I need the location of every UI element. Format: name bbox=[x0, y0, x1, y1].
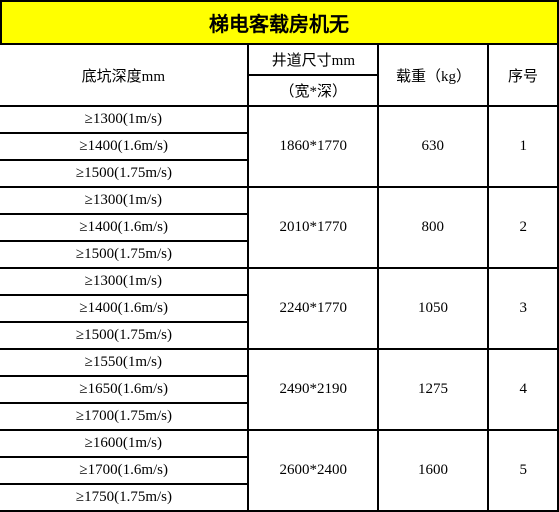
cell-pit: ≥1550(1m/s) bbox=[0, 349, 248, 376]
cell-pit: ≥1300(1m/s) bbox=[0, 268, 248, 295]
cell-shaft: 1860*1770 bbox=[248, 106, 378, 187]
table-body: 1 630 1860*1770 ≥1300(1m/s) ≥1400(1.6m/s… bbox=[0, 106, 558, 511]
cell-pit: ≥1500(1.75m/s) bbox=[0, 241, 248, 268]
cell-shaft: 2600*2400 bbox=[248, 430, 378, 511]
cell-pit: ≥1700(1.6m/s) bbox=[0, 457, 248, 484]
elevator-spec-table: 序号 载重（kg） 井道尺寸mm 底坑深度mm （宽*深） 1 630 1860… bbox=[0, 43, 559, 512]
cell-seq: 4 bbox=[488, 349, 558, 430]
header-pit: 底坑深度mm bbox=[0, 44, 248, 106]
cell-pit: ≥1600(1m/s) bbox=[0, 430, 248, 457]
cell-pit: ≥1400(1.6m/s) bbox=[0, 133, 248, 160]
table-row: 4 1275 2490*2190 ≥1550(1m/s) bbox=[0, 349, 558, 376]
title-text: 无机房载客电梯 bbox=[210, 8, 350, 37]
header-shaft-sub: （宽*深） bbox=[248, 75, 378, 106]
cell-shaft: 2010*1770 bbox=[248, 187, 378, 268]
header-shaft: 井道尺寸mm bbox=[248, 44, 378, 75]
cell-seq: 5 bbox=[488, 430, 558, 511]
cell-shaft: 2490*2190 bbox=[248, 349, 378, 430]
title-bar: 无机房载客电梯 bbox=[0, 0, 559, 43]
cell-load: 630 bbox=[378, 106, 488, 187]
cell-pit: ≥1500(1.75m/s) bbox=[0, 160, 248, 187]
cell-pit: ≥1500(1.75m/s) bbox=[0, 322, 248, 349]
cell-pit: ≥1300(1m/s) bbox=[0, 187, 248, 214]
table-row: 5 1600 2600*2400 ≥1600(1m/s) bbox=[0, 430, 558, 457]
cell-pit: ≥1300(1m/s) bbox=[0, 106, 248, 133]
table-row: 3 1050 2240*1770 ≥1300(1m/s) bbox=[0, 268, 558, 295]
cell-shaft: 2240*1770 bbox=[248, 268, 378, 349]
cell-load: 1050 bbox=[378, 268, 488, 349]
cell-seq: 3 bbox=[488, 268, 558, 349]
table-row: 1 630 1860*1770 ≥1300(1m/s) bbox=[0, 106, 558, 133]
cell-load: 800 bbox=[378, 187, 488, 268]
cell-pit: ≥1400(1.6m/s) bbox=[0, 214, 248, 241]
cell-pit: ≥1650(1.6m/s) bbox=[0, 376, 248, 403]
cell-pit: ≥1750(1.75m/s) bbox=[0, 484, 248, 511]
cell-seq: 2 bbox=[488, 187, 558, 268]
cell-seq: 1 bbox=[488, 106, 558, 187]
cell-load: 1600 bbox=[378, 430, 488, 511]
cell-pit: ≥1700(1.75m/s) bbox=[0, 403, 248, 430]
table-row: 2 800 2010*1770 ≥1300(1m/s) bbox=[0, 187, 558, 214]
header-load: 载重（kg） bbox=[378, 44, 488, 106]
cell-load: 1275 bbox=[378, 349, 488, 430]
header-seq: 序号 bbox=[488, 44, 558, 106]
cell-pit: ≥1400(1.6m/s) bbox=[0, 295, 248, 322]
